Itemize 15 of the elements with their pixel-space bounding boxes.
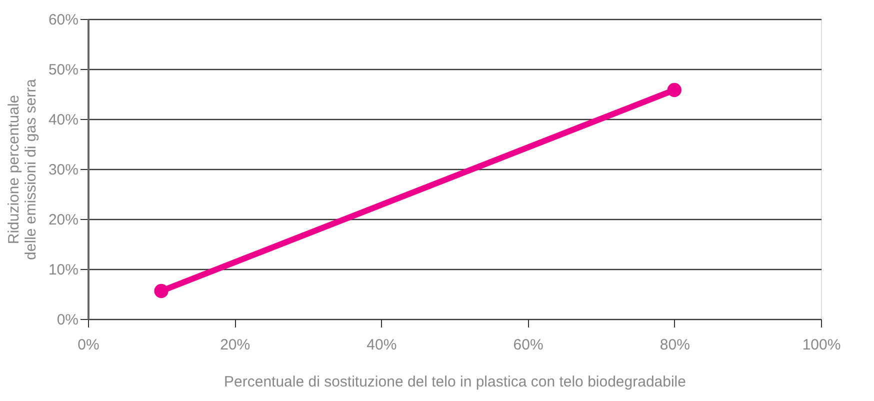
x-tick-label: 20% <box>220 336 250 354</box>
y-tick-label: 50% <box>48 62 78 78</box>
x-tick-label: 40% <box>366 336 397 354</box>
y-tick-label: 20% <box>48 212 78 228</box>
y-tick-label: 60% <box>48 12 78 28</box>
y-tick-label: 10% <box>48 262 78 278</box>
x-tick-label: 100% <box>802 336 841 354</box>
x-axis-title: Percentuale di sostituzione del telo in plastica con telo biodegradabile <box>224 374 686 390</box>
y-axis-title: Riduzione percentuale delle emissioni di gas serra <box>5 78 40 260</box>
y-tick-label: 40% <box>48 112 78 128</box>
y-tick-label: 30% <box>48 162 78 178</box>
x-tick-label: 60% <box>513 336 544 354</box>
x-tick-label: 80% <box>660 336 690 354</box>
x-tick-label: 0% <box>78 336 100 354</box>
y-tick-label: 0% <box>56 312 78 328</box>
